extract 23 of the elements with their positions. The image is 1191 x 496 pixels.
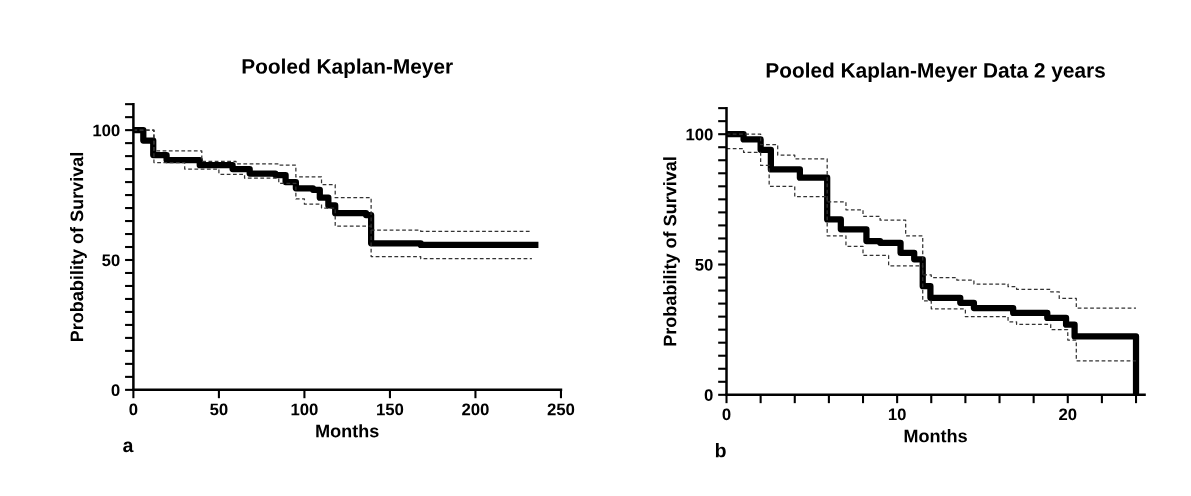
y-tick-label: 50 [102, 254, 120, 267]
x-axis-title: Months [904, 429, 967, 443]
y-tick-label: 100 [686, 128, 713, 141]
x-tick-label: 0 [129, 403, 138, 416]
text: b [715, 443, 726, 458]
x-tick-label: 100 [291, 403, 318, 416]
y-tick-label: 100 [93, 124, 120, 137]
chart-title: Pooled Kaplan-Meyer Data 2 years [766, 62, 1105, 82]
text: a [123, 441, 134, 453]
x-tick-label: 150 [377, 403, 404, 416]
x-axis-title: Months [316, 424, 379, 438]
y-axis-title: Probability of Survival [70, 152, 87, 342]
x-tick-label: 200 [462, 403, 489, 416]
x-tick-label: 10 [888, 408, 906, 421]
y-tick-label: 50 [695, 258, 713, 271]
x-tick-label: 250 [547, 403, 575, 416]
x-tick-label: 20 [1059, 408, 1077, 421]
y-tick-label: 0 [704, 389, 713, 402]
x-tick-label: 50 [210, 403, 228, 416]
y-tick-label: 0 [111, 384, 120, 397]
chart-title: Pooled Kaplan-Meyer [242, 58, 453, 78]
y-axis-title: Probability of Survival [663, 157, 680, 346]
x-tick-label: 0 [722, 408, 731, 421]
